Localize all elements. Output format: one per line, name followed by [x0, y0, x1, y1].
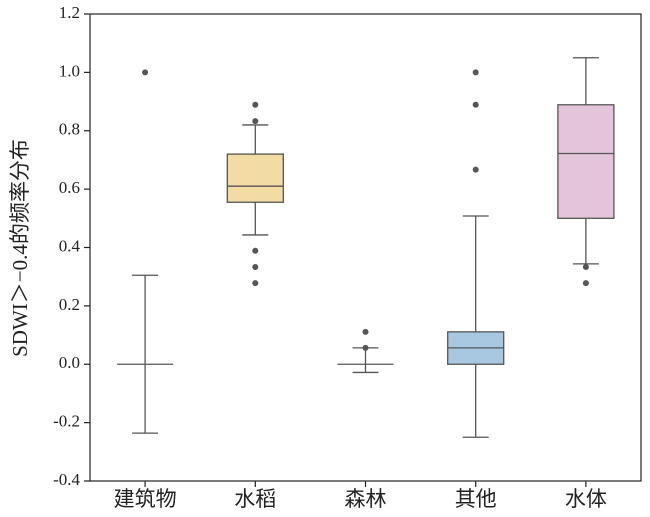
outlier — [252, 101, 259, 108]
x-tick-label: 其他 — [455, 487, 497, 511]
x-tick-label: 建筑物 — [114, 487, 177, 511]
outlier — [472, 166, 479, 173]
outlier — [142, 69, 149, 76]
x-tick-label: 水稻 — [234, 487, 276, 511]
outlier — [252, 247, 259, 254]
y-tick-label: 0.8 — [59, 120, 80, 139]
outlier — [582, 280, 589, 287]
y-tick-label: 0.6 — [59, 178, 80, 197]
outlier — [472, 101, 479, 108]
outlier — [362, 344, 369, 351]
y-tick-label: 1.2 — [59, 3, 80, 22]
outlier — [252, 264, 259, 271]
x-tick-label: 森林 — [345, 487, 387, 511]
box — [226, 153, 284, 203]
outlier — [472, 69, 479, 76]
outlier — [582, 264, 589, 271]
outlier — [252, 280, 259, 287]
outlier — [362, 328, 369, 335]
y-axis-label: SDWI＞−0.4的频率分布 — [8, 139, 32, 357]
plot-frame — [89, 13, 642, 482]
x-tick-label: 水体 — [565, 487, 607, 511]
y-tick-label: -0.2 — [53, 412, 80, 431]
y-tick-label: 0.0 — [59, 353, 80, 372]
y-tick-label: 1.0 — [59, 61, 80, 80]
y-tick-label: -0.4 — [53, 470, 80, 489]
y-tick-label: 0.2 — [59, 295, 80, 314]
outlier — [252, 118, 259, 125]
y-tick-label: 0.4 — [59, 236, 81, 255]
box — [557, 104, 615, 219]
